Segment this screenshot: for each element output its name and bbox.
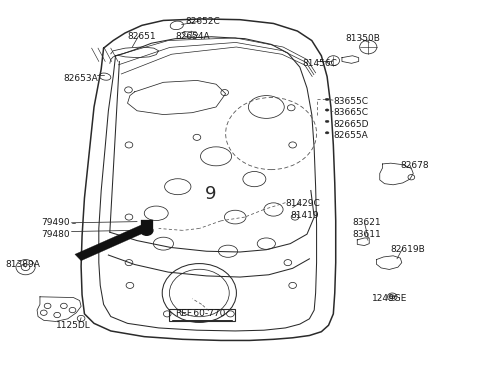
Text: 82665D: 82665D bbox=[333, 120, 369, 128]
Text: 82678: 82678 bbox=[400, 161, 429, 170]
Ellipse shape bbox=[325, 109, 329, 111]
Circle shape bbox=[141, 226, 153, 235]
Text: 82619B: 82619B bbox=[391, 245, 425, 254]
Ellipse shape bbox=[325, 132, 329, 134]
Text: 82651: 82651 bbox=[128, 32, 156, 41]
Text: 81350B: 81350B bbox=[345, 34, 380, 43]
Text: 9: 9 bbox=[204, 185, 216, 203]
Text: 79490: 79490 bbox=[41, 218, 70, 227]
Text: 81456C: 81456C bbox=[302, 59, 337, 68]
Text: 79480: 79480 bbox=[41, 230, 70, 239]
Polygon shape bbox=[75, 225, 145, 261]
Text: 82652C: 82652C bbox=[185, 17, 220, 26]
Text: 1125DL: 1125DL bbox=[56, 321, 91, 330]
Text: 82653A: 82653A bbox=[63, 74, 97, 83]
FancyBboxPatch shape bbox=[142, 220, 153, 228]
Ellipse shape bbox=[325, 120, 329, 123]
Text: 82654A: 82654A bbox=[175, 32, 210, 41]
Text: 83611: 83611 bbox=[352, 230, 381, 239]
Text: 81389A: 81389A bbox=[5, 260, 40, 269]
Text: 1249GE: 1249GE bbox=[372, 294, 407, 303]
Text: 83665C: 83665C bbox=[333, 108, 368, 117]
Text: 81429C: 81429C bbox=[286, 199, 320, 208]
Text: 81419: 81419 bbox=[290, 211, 319, 220]
Ellipse shape bbox=[325, 98, 329, 101]
Text: 83655C: 83655C bbox=[333, 97, 368, 106]
Text: 82655A: 82655A bbox=[333, 131, 368, 140]
Text: 83621: 83621 bbox=[352, 218, 381, 227]
Text: REF.60-770: REF.60-770 bbox=[175, 309, 226, 319]
